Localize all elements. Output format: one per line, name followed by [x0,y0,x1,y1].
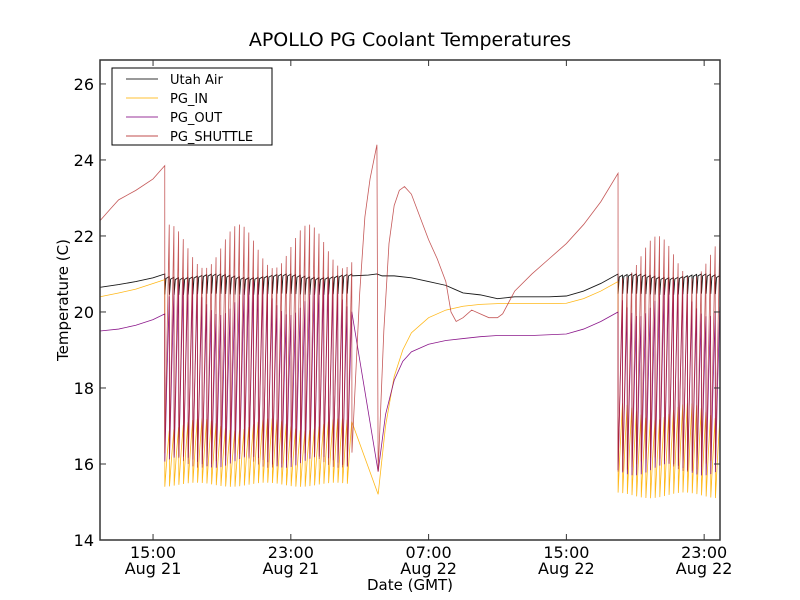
x-tick-label-date: Aug 22 [676,559,733,578]
series-line-pg-shuttle [100,144,720,472]
x-tick-label-time: 23:00 [681,543,727,562]
y-axis-title: Temperature (C) [54,239,72,362]
series-layer [100,144,720,499]
legend-box [111,67,273,146]
x-tick-label-time: 07:00 [406,543,452,562]
x-axis-title: Date (GMT) [367,576,453,594]
y-tick-label: 16 [74,455,94,474]
y-tick-label: 18 [74,379,94,398]
plot-frame [99,59,721,541]
legend-label: PG_IN [170,92,208,107]
x-tick-label-time: 15:00 [130,543,176,562]
legend-label: Utah Air [170,73,223,88]
x-tick-label-date: Aug 21 [125,559,182,578]
y-tick-label: 14 [74,531,94,550]
y-tick-label: 20 [74,303,94,322]
y-tick-label: 26 [74,75,94,94]
legend: Utah Air PG_IN PG_OUT PG_SHUTTLE [111,67,273,146]
x-tick-label-date: Aug 22 [400,559,457,578]
x-tick-label-time: 23:00 [268,543,314,562]
y-tick-label: 24 [74,151,94,170]
x-tick-label-date: Aug 21 [262,559,319,578]
x-tick-label-date: Aug 22 [538,559,595,578]
x-tick-label-time: 15:00 [543,543,589,562]
legend-label: PG_OUT [170,111,222,126]
y-tick-label: 22 [74,227,94,246]
chart-title: APOLLO PG Coolant Temperatures [249,29,571,51]
y-axis: 14 16 18 20 22 24 26 [74,75,720,550]
legend-label: PG_SHUTTLE [170,130,253,145]
